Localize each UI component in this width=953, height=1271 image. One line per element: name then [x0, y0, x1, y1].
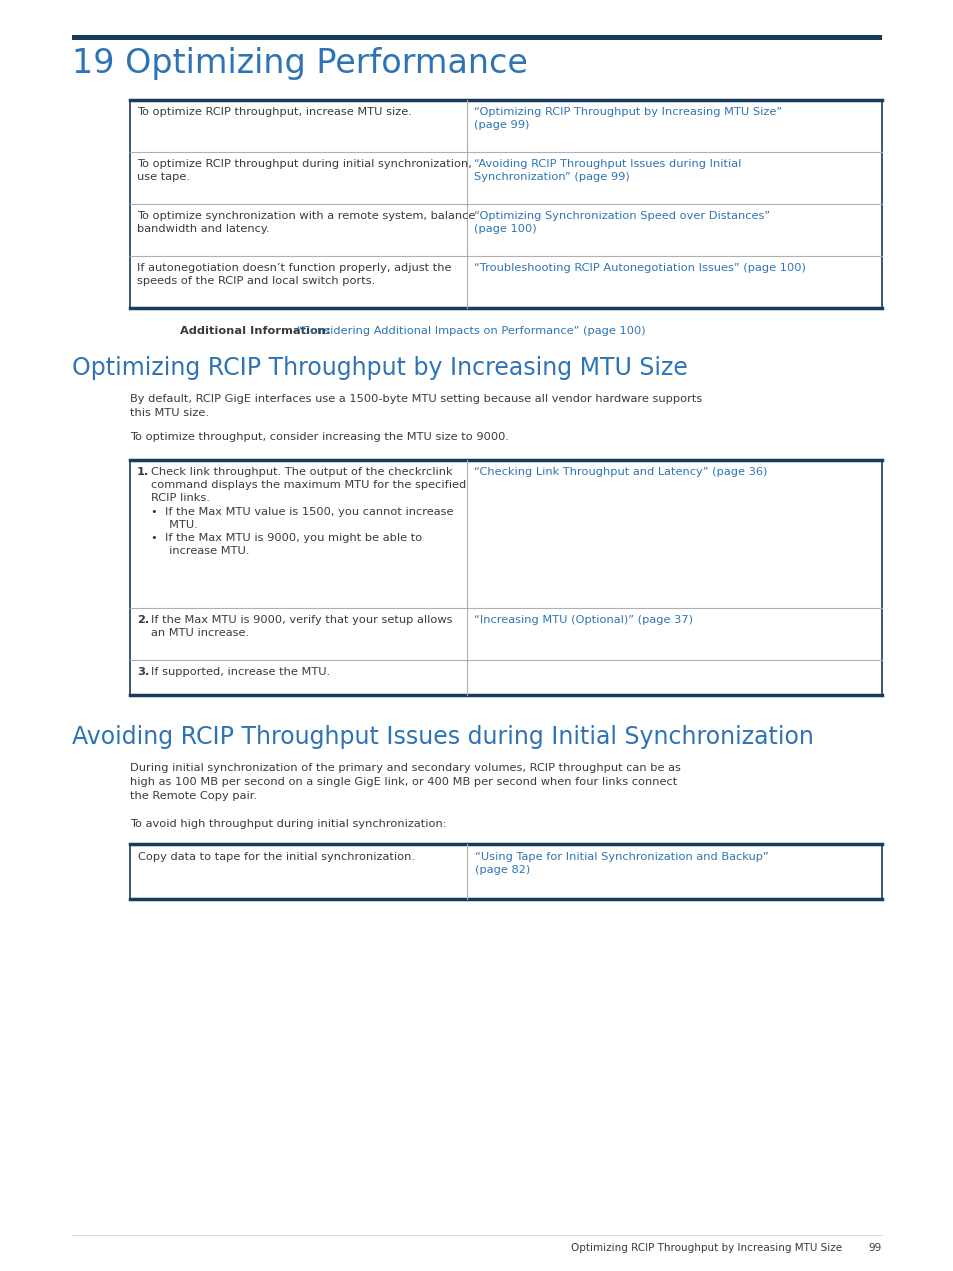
Text: “Using Tape for Initial Synchronization and Backup”
(page 82): “Using Tape for Initial Synchronization …: [475, 852, 768, 876]
Text: If supported, increase the MTU.: If supported, increase the MTU.: [151, 667, 330, 677]
Text: “Optimizing RCIP Throughput by Increasing MTU Size”
(page 99): “Optimizing RCIP Throughput by Increasin…: [474, 107, 781, 130]
Text: Optimizing RCIP Throughput by Increasing MTU Size: Optimizing RCIP Throughput by Increasing…: [71, 356, 687, 380]
Text: To optimize throughput, consider increasing the MTU size to 9000.: To optimize throughput, consider increas…: [130, 432, 509, 442]
Text: To optimize RCIP throughput, increase MTU size.: To optimize RCIP throughput, increase MT…: [137, 107, 412, 117]
Text: 99: 99: [868, 1243, 882, 1253]
Text: Optimizing RCIP Throughput by Increasing MTU Size: Optimizing RCIP Throughput by Increasing…: [570, 1243, 841, 1253]
Text: To optimize RCIP throughput during initial synchronization,
use tape.: To optimize RCIP throughput during initi…: [137, 159, 472, 182]
Text: 3.: 3.: [137, 667, 150, 677]
Text: If autonegotiation doesn’t function properly, adjust the
speeds of the RCIP and : If autonegotiation doesn’t function prop…: [137, 263, 451, 286]
Text: Additional Information:: Additional Information:: [180, 325, 331, 336]
Text: 1.: 1.: [137, 466, 149, 477]
Text: 2.: 2.: [137, 615, 149, 625]
Bar: [71, 36, 882, 39]
Text: Copy data to tape for the initial synchronization.: Copy data to tape for the initial synchr…: [138, 852, 415, 862]
Text: “Checking Link Throughput and Latency” (page 36): “Checking Link Throughput and Latency” (…: [474, 466, 766, 477]
Text: Check link throughput. The output of the checkrclink
command displays the maximu: Check link throughput. The output of the…: [151, 466, 466, 557]
Text: “Optimizing Synchronization Speed over Distances”
(page 100): “Optimizing Synchronization Speed over D…: [474, 211, 769, 234]
Text: During initial synchronization of the primary and secondary volumes, RCIP throug: During initial synchronization of the pr…: [130, 763, 680, 801]
Text: “Avoiding RCIP Throughput Issues during Initial
Synchronization” (page 99): “Avoiding RCIP Throughput Issues during …: [474, 159, 740, 182]
Text: If the Max MTU is 9000, verify that your setup allows
an MTU increase.: If the Max MTU is 9000, verify that your…: [151, 615, 452, 638]
Text: “Troubleshooting RCIP Autonegotiation Issues” (page 100): “Troubleshooting RCIP Autonegotiation Is…: [474, 263, 805, 273]
Text: Avoiding RCIP Throughput Issues during Initial Synchronization: Avoiding RCIP Throughput Issues during I…: [71, 724, 813, 749]
Text: To optimize synchronization with a remote system, balance
bandwidth and latency.: To optimize synchronization with a remot…: [137, 211, 475, 234]
Text: By default, RCIP GigE interfaces use a 1500-byte MTU setting because all vendor : By default, RCIP GigE interfaces use a 1…: [130, 394, 701, 418]
Text: To avoid high throughput during initial synchronization:: To avoid high throughput during initial …: [130, 819, 446, 829]
Bar: [130, 100, 882, 308]
Text: 19 Optimizing Performance: 19 Optimizing Performance: [71, 47, 527, 80]
Text: “Considering Additional Impacts on Performance” (page 100): “Considering Additional Impacts on Perfo…: [293, 325, 644, 336]
Bar: [130, 844, 882, 899]
Text: “Increasing MTU (Optional)” (page 37): “Increasing MTU (Optional)” (page 37): [474, 615, 692, 625]
Bar: [130, 460, 882, 695]
